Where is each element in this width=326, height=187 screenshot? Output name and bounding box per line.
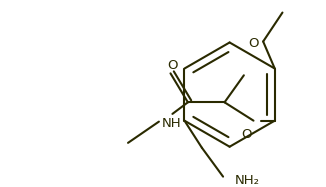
Text: NH: NH — [162, 117, 182, 130]
Text: O: O — [248, 37, 258, 50]
Text: NH₂: NH₂ — [235, 174, 259, 187]
Text: O: O — [241, 128, 252, 141]
Text: O: O — [167, 59, 178, 72]
